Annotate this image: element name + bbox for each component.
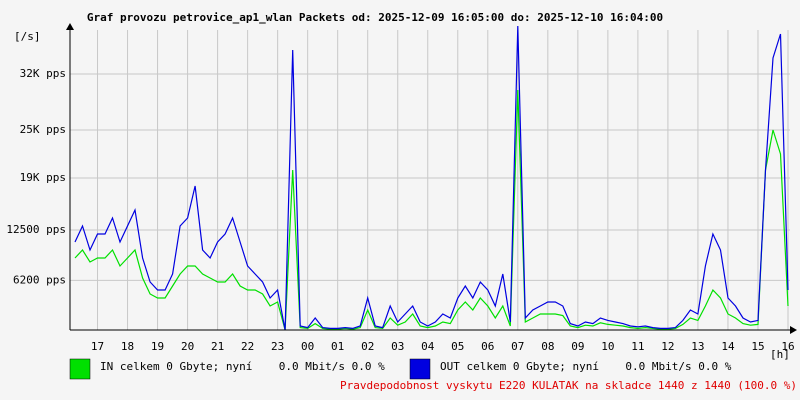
x-axis-label: [h]	[770, 348, 790, 361]
footer-note: Pravdepodobnost vyskytu E220 KULATAK na …	[340, 379, 797, 392]
legend-label: OUT celkem 0 Gbyte; nyní 0.0 Mbit/s 0.0 …	[440, 360, 732, 373]
x-tick-label: 09	[571, 340, 584, 353]
y-axis-label: [/s]	[14, 30, 41, 43]
x-tick-label: 11	[631, 340, 644, 353]
legend-label: IN celkem 0 Gbyte; nyní 0.0 Mbit/s 0.0 %	[100, 360, 385, 373]
plot-area	[70, 25, 790, 331]
x-tick-label: 06	[481, 340, 494, 353]
x-tick-label: 18	[121, 340, 134, 353]
x-tick-label: 08	[541, 340, 554, 353]
x-tick-label: 04	[421, 340, 435, 353]
legend-swatch	[409, 358, 431, 380]
x-tick-label: 01	[331, 340, 344, 353]
chart-title: Graf provozu petrovice_ap1_wlan Packets …	[87, 11, 663, 24]
x-tick-label: 05	[451, 340, 464, 353]
x-tick-label: 07	[511, 340, 524, 353]
y-tick-label: 19K pps	[20, 171, 66, 184]
x-tick-label: 10	[601, 340, 614, 353]
x-tick-label: 19	[151, 340, 164, 353]
x-tick-label: 17	[91, 340, 104, 353]
x-tick-label: 22	[241, 340, 254, 353]
y-tick-label: 25K pps	[20, 123, 66, 136]
legend-swatch	[69, 358, 91, 380]
x-arrow	[790, 326, 797, 334]
y-tick-label: 12500 pps	[6, 223, 66, 236]
y-tick-label: 6200 pps	[13, 273, 66, 286]
x-tick-label: 23	[271, 340, 284, 353]
x-tick-label: 02	[361, 340, 374, 353]
x-tick-label: 20	[181, 340, 194, 353]
y-arrow	[66, 23, 74, 30]
series-line	[74, 25, 789, 331]
x-tick-label: 03	[391, 340, 404, 353]
x-tick-label: 21	[211, 340, 224, 353]
series-line	[74, 89, 789, 331]
x-tick-label: 16	[781, 340, 794, 353]
y-tick-label: 32K pps	[20, 67, 66, 80]
x-tick-label: 12	[661, 340, 674, 353]
x-tick-label: 15	[751, 340, 764, 353]
x-tick-label: 13	[691, 340, 704, 353]
x-tick-label: 00	[301, 340, 314, 353]
x-tick-label: 14	[721, 340, 735, 353]
